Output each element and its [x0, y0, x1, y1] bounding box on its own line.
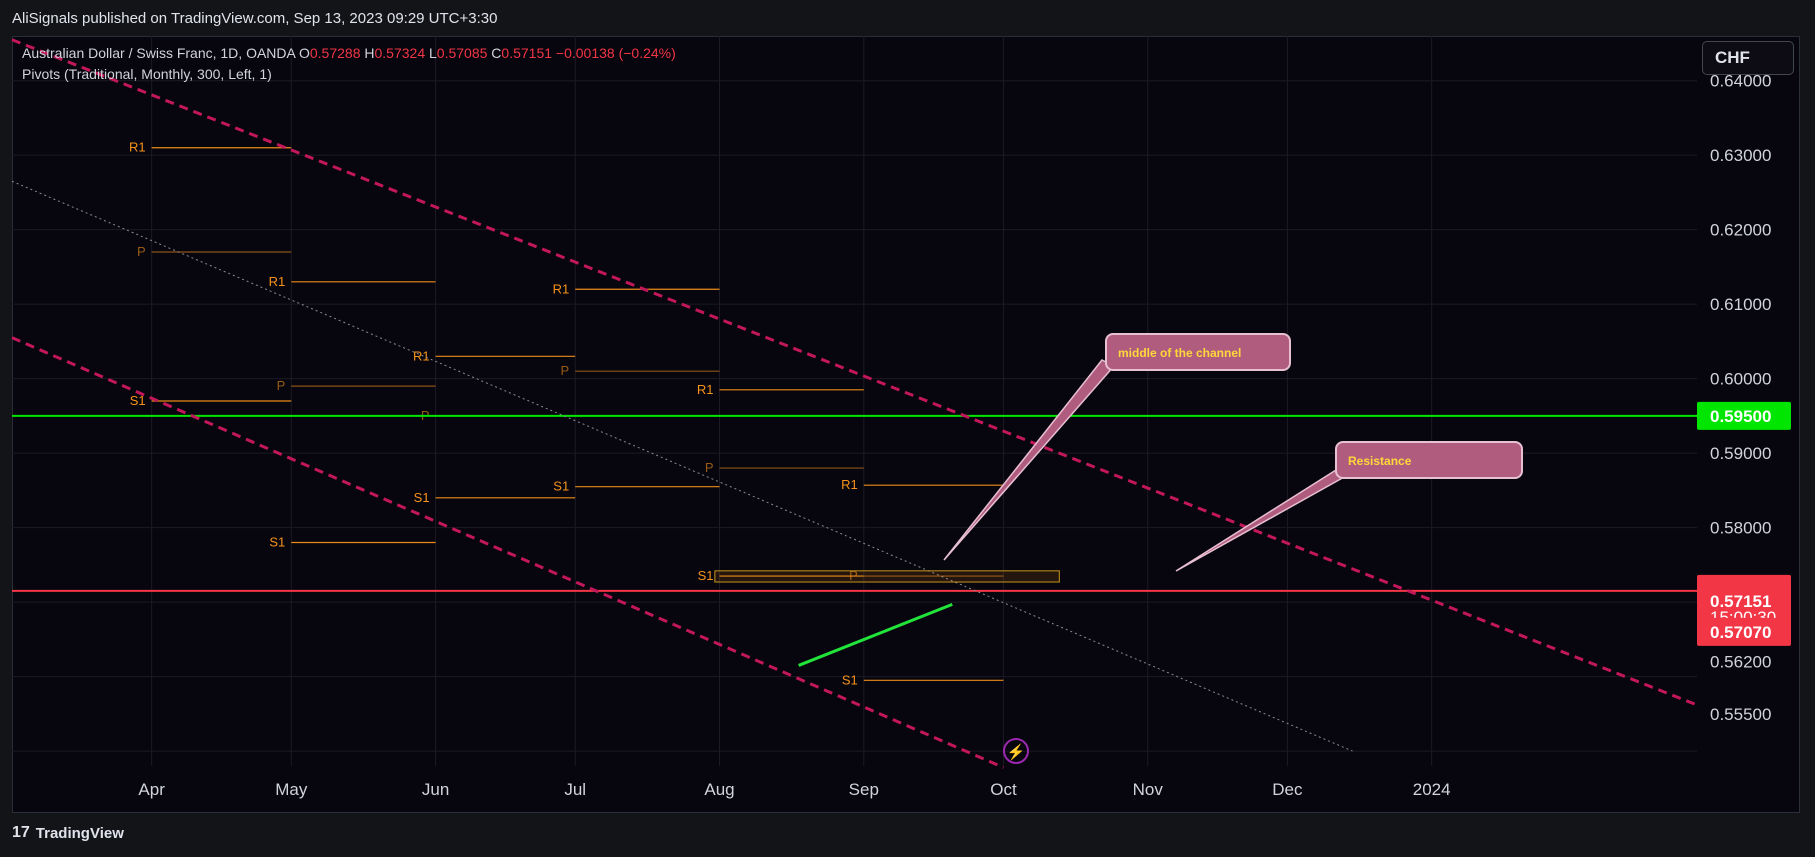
change-value: −0.00138 (−0.24%) — [555, 45, 676, 61]
pivot-label-r1: R1 — [269, 274, 286, 289]
middle-channel-callout-box — [1105, 333, 1291, 371]
middle-channel-callout-text: middle of the channel — [1118, 346, 1241, 360]
callouts: middle of the channel Resistance — [943, 333, 1523, 572]
descending-channel — [11, 38, 1698, 769]
pivot-label-r1: R1 — [413, 348, 430, 363]
time-tick-label: Sep — [849, 780, 879, 799]
support-trendline — [798, 602, 953, 667]
resistance-callout-pointer — [1175, 469, 1348, 572]
pivot-label-p: P — [137, 244, 146, 259]
pivot-label-s1: S1 — [698, 568, 714, 583]
pivot-levels: R1S1PR1PS1R1PS1R1PS1R1PS1R1PS1 — [129, 140, 1004, 687]
open-value: 0.57288 — [309, 45, 361, 61]
time-tick-label: Aug — [704, 780, 734, 799]
pivot-label-p: P — [849, 568, 858, 583]
publisher-line: AliSignals published on TradingView.com,… — [12, 10, 498, 27]
pivot-label-r1: R1 — [553, 281, 570, 296]
resistance-zone — [714, 570, 1060, 583]
close-label: C — [491, 45, 502, 61]
pivot-label-s1: S1 — [130, 393, 146, 408]
pivot-label-r1: R1 — [129, 140, 146, 155]
time-tick-label: 2024 — [1413, 780, 1451, 799]
last-price-tag: 0.57151 — [1710, 592, 1771, 611]
price-tick-label: 0.64000 — [1710, 72, 1771, 91]
time-tick-label: Jun — [422, 780, 449, 799]
price-tick-label: 0.56200 — [1710, 653, 1771, 672]
indicator-legend[interactable]: Pivots (Traditional, Monthly, 300, Left,… — [22, 66, 272, 82]
pivot-label-s1: S1 — [414, 490, 430, 505]
pivot-label-s1: S1 — [842, 672, 858, 687]
low-value: 0.57085 — [436, 45, 488, 61]
pivot-label-p: P — [277, 378, 286, 393]
time-axis: Apr May Jun Jul Aug Sep Oct Nov Dec 2024 ⚡ — [138, 738, 1451, 799]
pivot-label-s1: S1 — [553, 479, 569, 494]
price-tick-label: 0.62000 — [1710, 221, 1771, 240]
currency-button[interactable]: CHF — [1702, 41, 1794, 75]
time-tick-label: Apr — [138, 780, 165, 799]
chart-frame[interactable] — [12, 36, 1800, 813]
time-tick-label: Dec — [1272, 780, 1303, 799]
resistance-zone-box — [714, 570, 1060, 583]
resistance-callout-text: Resistance — [1348, 454, 1412, 468]
pivot-label-p: P — [561, 363, 570, 378]
price-axis: 0.64000 0.63000 0.62000 0.61000 0.60000 0.590… — [1697, 72, 1791, 724]
time-tick-label: Oct — [990, 780, 1017, 799]
price-tick-label: 0.55500 — [1710, 705, 1771, 724]
low-label: L — [429, 45, 437, 61]
price-tick-label: 0.59000 — [1710, 444, 1771, 463]
resistance-price-tag-bg — [1697, 401, 1791, 430]
tradingview-logo-icon: 17 — [12, 824, 30, 841]
symbol-name: Australian Dollar / Swiss Franc, 1D, OAN… — [22, 45, 296, 61]
pivot-label-p: P — [705, 460, 714, 475]
low-price-tag: 0.57070 — [1710, 623, 1771, 642]
horizontal-levels — [12, 414, 1697, 592]
lightning-icon-glyph: ⚡ — [1007, 743, 1026, 761]
pivot-label-r1: R1 — [841, 477, 858, 492]
price-tick-label: 0.58000 — [1710, 519, 1771, 538]
middle-channel-callout-pointer — [943, 359, 1116, 561]
low-price-tag-bg — [1697, 617, 1791, 646]
open-label: O — [298, 45, 310, 61]
pivot-label-s1: S1 — [269, 535, 285, 550]
footer-brand-name: TradingView — [35, 824, 124, 842]
last-price-tag-bg — [1697, 574, 1791, 627]
channel-lower-line — [11, 336, 1005, 769]
channel-middle-line — [11, 180, 1353, 752]
channel-upper-line — [11, 38, 1698, 707]
time-tick-label: Nov — [1133, 780, 1164, 799]
time-tick-label: May — [275, 780, 308, 799]
symbol-legend: Australian Dollar / Swiss Franc, 1D, OAN… — [22, 45, 676, 61]
resistance-callout-box — [1335, 441, 1523, 479]
lightning-icon — [1003, 738, 1029, 764]
price-tick-label: 0.63000 — [1710, 146, 1771, 165]
time-tick-label: Jul — [564, 780, 586, 799]
close-value: 0.57151 — [501, 45, 553, 61]
price-tick-label: 0.60000 — [1710, 370, 1771, 389]
pivot-label-r1: R1 — [697, 382, 714, 397]
footer-brand[interactable]: 17 TradingView — [12, 824, 124, 842]
resistance-price-tag: 0.59500 — [1710, 407, 1771, 426]
high-value: 0.57324 — [374, 45, 426, 61]
price-tick-label: 0.61000 — [1710, 295, 1771, 314]
high-label: H — [364, 45, 375, 61]
support-trendline-line — [798, 602, 953, 667]
